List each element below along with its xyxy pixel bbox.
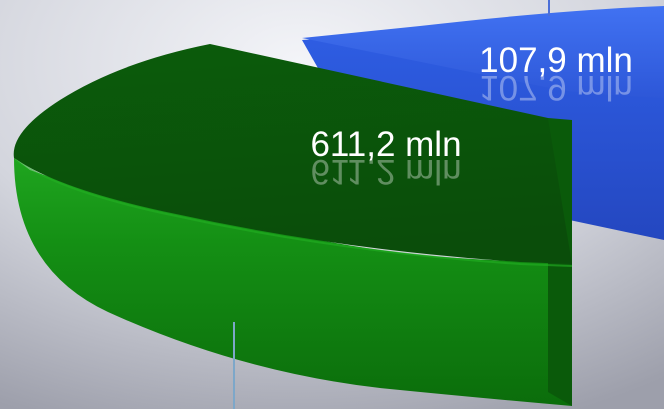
- pie-slice-green-side: [14, 158, 572, 406]
- data-labels: 611,2 mln 611,2 mln 107,9 mln 107,9 mln: [310, 41, 632, 191]
- pie-slice-green: [13, 44, 573, 409]
- pie-slice-green-top: [13, 44, 572, 264]
- slice-label-green-reflection: 611,2 mln: [310, 152, 461, 191]
- slice-label-blue: 107,9 mln: [479, 41, 633, 80]
- pie-slice-green-rim: [15, 159, 573, 267]
- slice-label-green: 611,2 mln: [310, 125, 461, 164]
- slice-label-blue-reflection: 107,9 mln: [479, 68, 633, 107]
- pie-slice-blue-top: [302, 6, 664, 98]
